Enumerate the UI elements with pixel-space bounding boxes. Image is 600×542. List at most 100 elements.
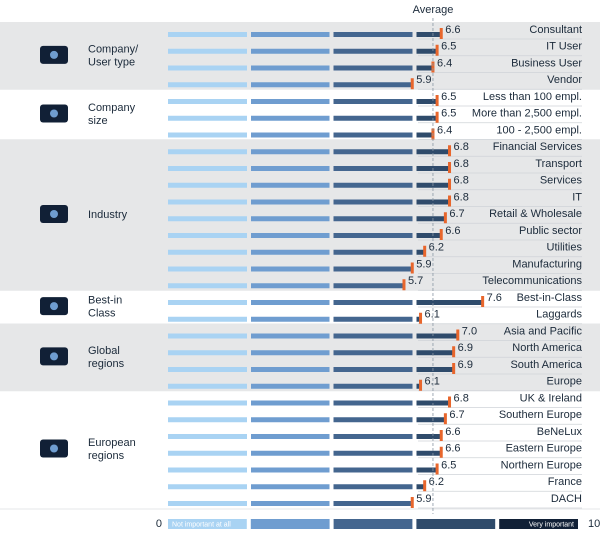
value-marker (439, 446, 443, 458)
bar (168, 450, 442, 456)
value-label: 6.5 (441, 108, 456, 120)
category-label: Eastern Europe (506, 443, 582, 455)
bar (168, 82, 413, 88)
value-marker (419, 379, 423, 391)
value-label: 7.0 (462, 325, 477, 337)
value-marker (448, 145, 452, 157)
value-label: 7.6 (487, 292, 502, 304)
group-label: Best-in (88, 295, 122, 307)
value-label: 6.6 (445, 24, 460, 36)
value-marker (435, 111, 439, 123)
category-label: Manufacturing (512, 258, 582, 270)
bar (168, 99, 438, 104)
bar (168, 350, 454, 356)
value-label: 6.9 (458, 342, 473, 354)
value-label: 6.6 (445, 426, 460, 438)
bar (168, 149, 450, 155)
category-label: Services (540, 175, 583, 187)
category-label: Europe (547, 376, 582, 388)
bar (168, 182, 450, 188)
bar (168, 333, 458, 339)
value-label: 6.8 (454, 191, 469, 203)
category-label: Vendor (547, 74, 582, 86)
value-marker (435, 463, 439, 475)
group-icon-dot (50, 444, 58, 453)
scale-segment (250, 519, 330, 529)
category-label: IT (572, 191, 582, 203)
backgrounds (0, 22, 600, 510)
scale-segment (333, 519, 413, 529)
bar (168, 233, 442, 238)
value-marker (452, 363, 456, 374)
value-label: 6.7 (449, 208, 464, 220)
category-label: North America (512, 342, 583, 354)
bar (168, 249, 425, 255)
bar (168, 199, 450, 205)
value-label: 6.1 (425, 376, 440, 388)
value-label: 6.2 (429, 242, 444, 254)
bar (168, 283, 404, 289)
group-icon-dot (50, 109, 58, 118)
bar (168, 216, 446, 222)
category-label: Transport (535, 158, 582, 170)
group-label: regions (88, 358, 125, 370)
value-label: 6.8 (454, 158, 469, 170)
scale-label: Not important at all (172, 521, 231, 528)
scale-label: Very important (529, 521, 574, 528)
category-label: Less than 100 empl. (483, 91, 582, 103)
scale-segment (168, 519, 247, 529)
category-label: More than 2,500 empl. (472, 108, 582, 120)
bar (168, 467, 438, 473)
bar (168, 383, 421, 389)
value-marker (410, 262, 414, 274)
value-label: 6.8 (454, 141, 469, 153)
value-marker (435, 95, 439, 106)
bar (168, 501, 413, 506)
value-label: 6.8 (454, 392, 469, 404)
value-label: 5.9 (416, 258, 431, 270)
value-marker (439, 28, 443, 39)
value-label: 6.5 (441, 41, 456, 53)
value-marker (456, 329, 460, 341)
bar (168, 484, 425, 490)
group-label: User type (88, 56, 135, 68)
value-label: 6.9 (458, 359, 473, 371)
group-label: size (88, 115, 108, 127)
value-label: 6.5 (441, 91, 456, 103)
bar (168, 434, 442, 439)
bar (168, 166, 450, 171)
group-background (0, 139, 600, 291)
category-label: UK & Ireland (520, 392, 582, 404)
category-label: Southern Europe (499, 409, 582, 421)
bar (168, 115, 438, 121)
value-label: 6.5 (441, 459, 456, 471)
value-marker (448, 162, 452, 173)
bar (168, 132, 433, 138)
bar (168, 300, 483, 305)
value-label: 5.9 (416, 493, 431, 505)
category-label: Business User (511, 57, 582, 69)
category-label: Asia and Pacific (504, 325, 583, 337)
category-label: South America (510, 359, 582, 371)
category-label: Financial Services (493, 141, 583, 153)
bar (168, 266, 413, 272)
value-marker (439, 430, 443, 441)
value-marker (443, 212, 447, 224)
group-label: Industry (88, 209, 128, 221)
x-tick-label: 10 (588, 518, 600, 530)
category-label: Best-in-Class (517, 292, 583, 304)
scale-segment (416, 519, 496, 529)
value-marker (431, 61, 435, 73)
category-label: Laggards (536, 309, 582, 321)
group-label: Company (88, 102, 136, 114)
value-marker (423, 245, 427, 257)
category-label: Public sector (519, 225, 582, 237)
value-marker (410, 78, 414, 90)
category-label: DACH (551, 493, 582, 505)
category-label: France (548, 476, 582, 488)
value-marker (423, 480, 427, 492)
group-label: European (88, 437, 136, 449)
category-label: 100 - 2,500 empl. (496, 124, 582, 136)
category-label: Telecommunications (482, 275, 582, 287)
